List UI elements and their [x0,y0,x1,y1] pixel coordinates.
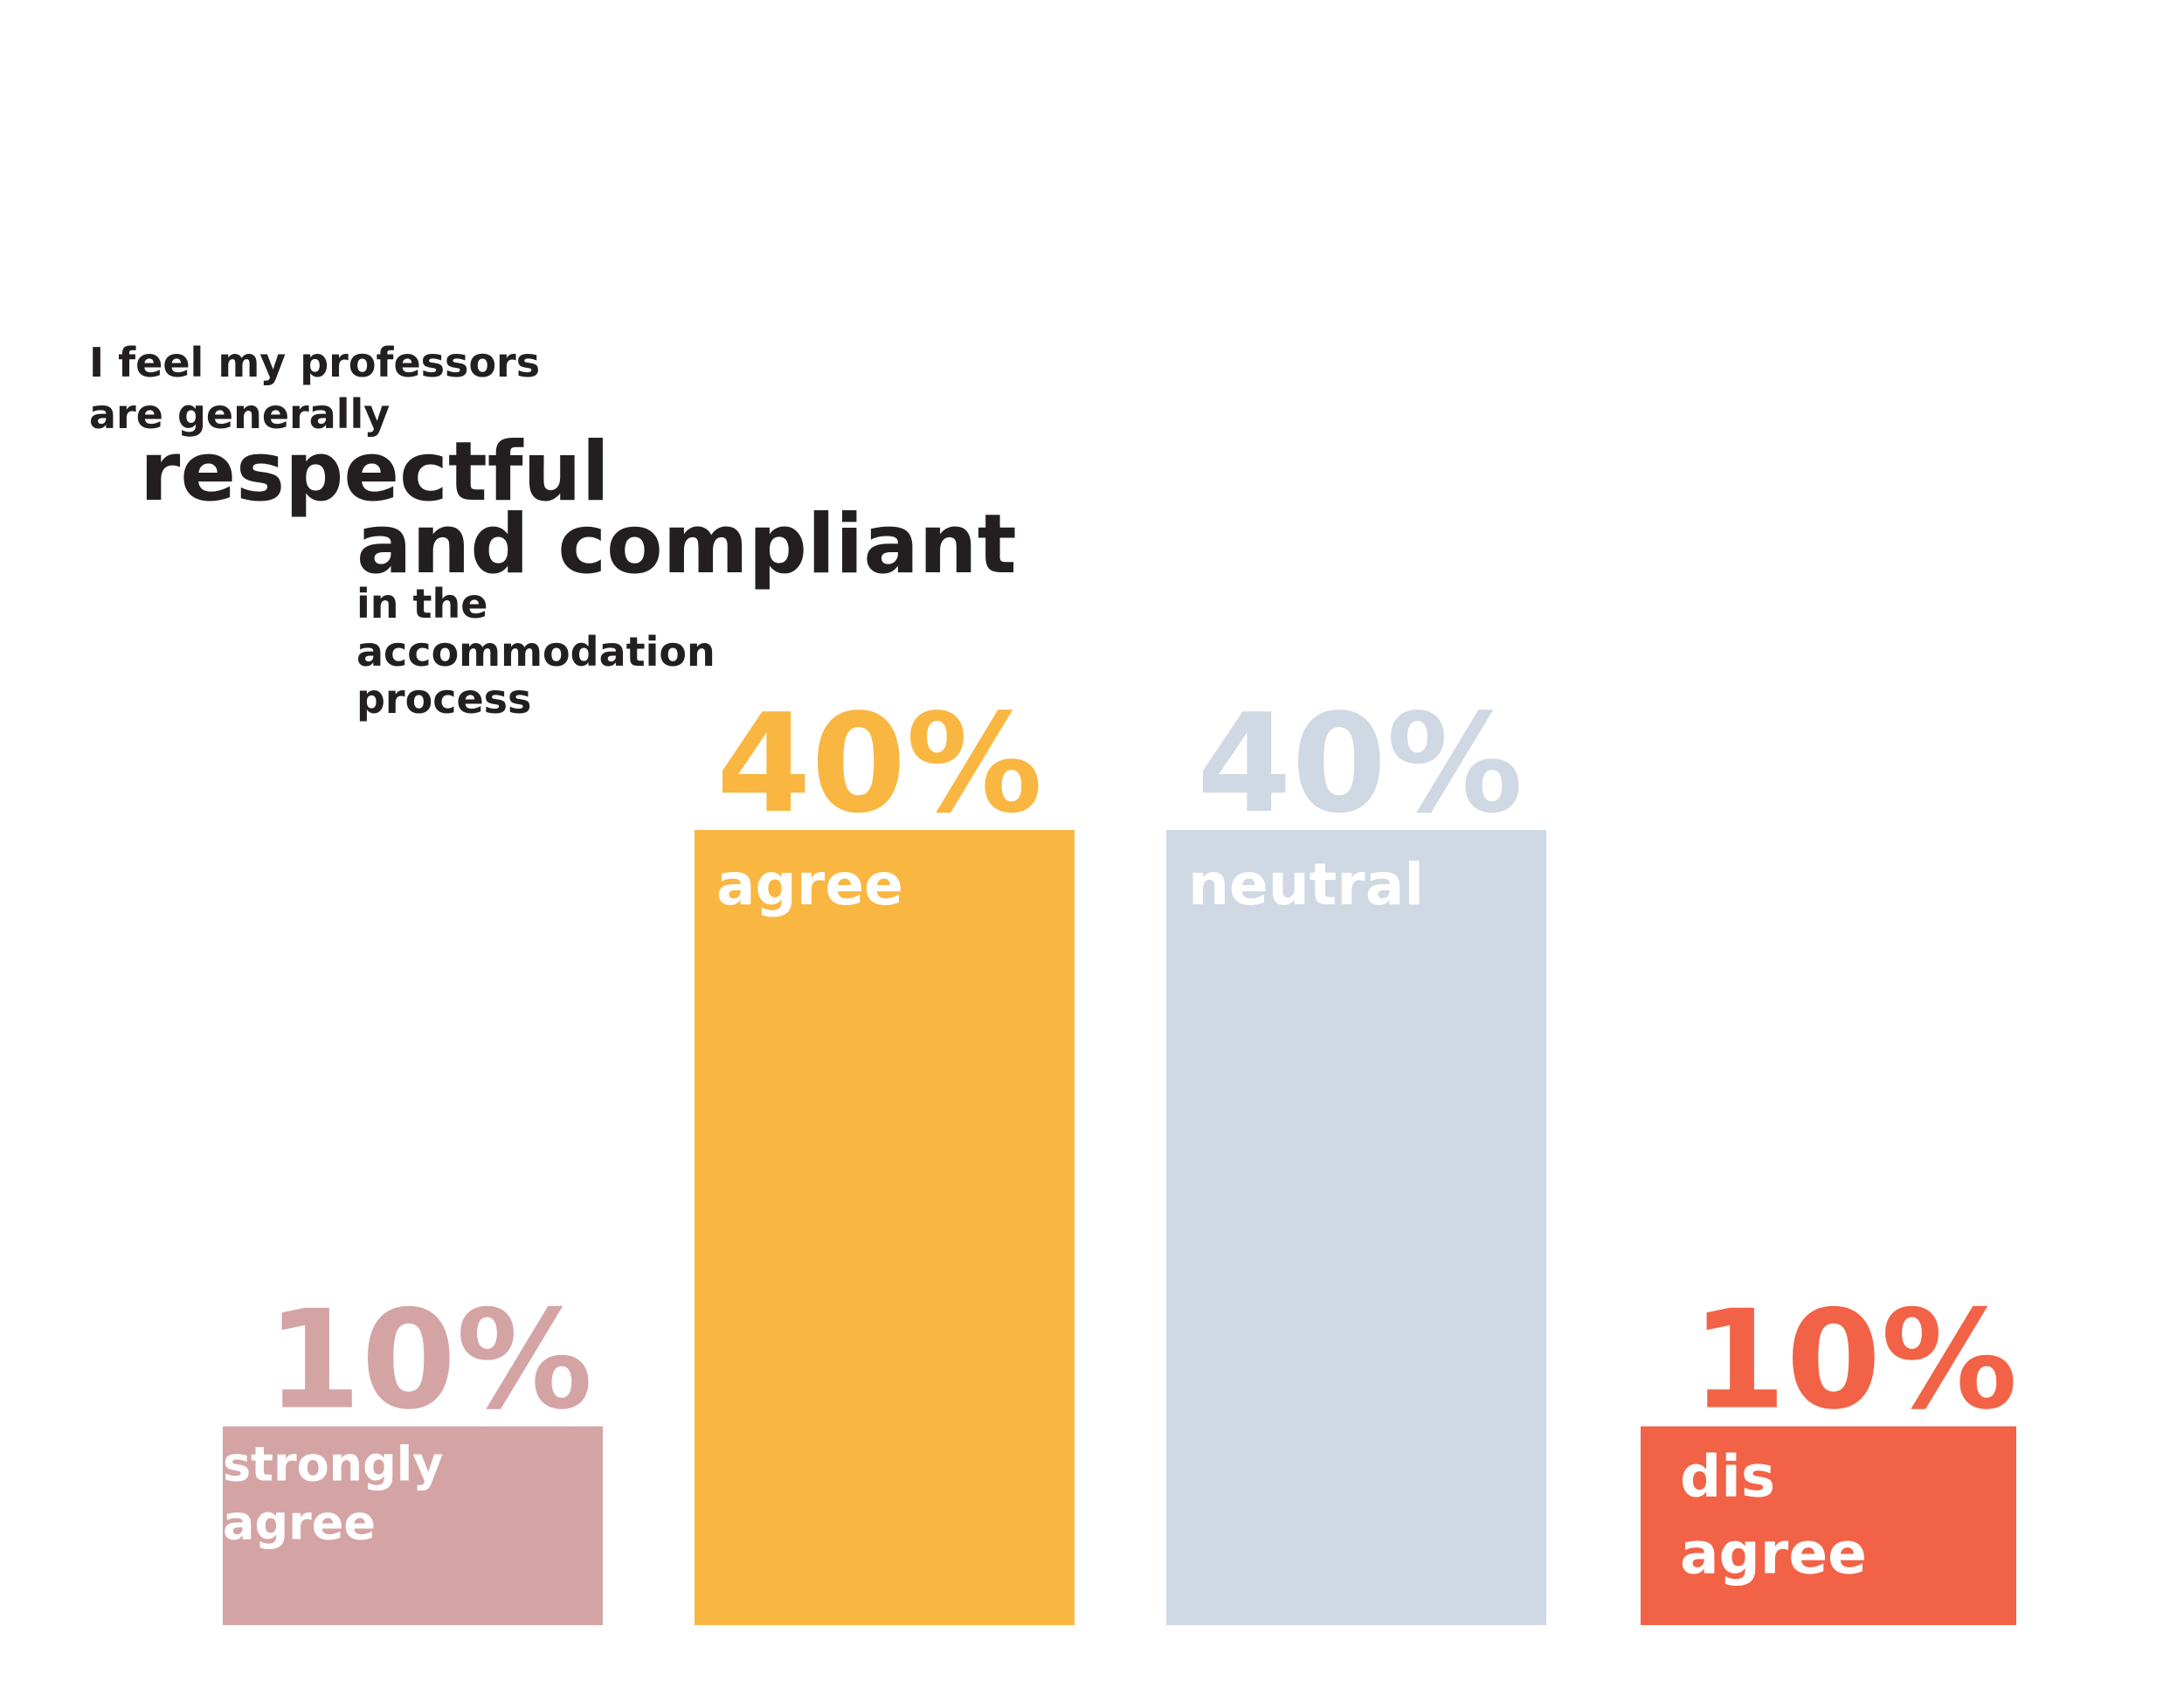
title-line-2: are generally [89,391,390,438]
category-label-agree-line-1: agree [716,851,903,918]
category-label-strongly-agree-line-2: agree [223,1496,376,1551]
value-label-agree: 40% [716,684,1042,843]
value-label-disagree: 10% [1691,1281,2017,1440]
chart-title: I feel my professors are generally respe… [89,339,1017,723]
title-line-7: process [356,675,531,723]
title-line-6: accommodation [356,628,715,675]
value-label-strongly-agree: 10% [266,1281,592,1440]
value-label-neutral: 40% [1197,684,1523,843]
bars: 10%stronglyagree40%agree40%neutral10%dis… [223,684,2017,1625]
category-label-disagree-line-2: agree [1680,1520,1867,1588]
title-line-5: in the [356,580,487,627]
title-line-1: I feel my professors [89,339,540,386]
bar-agree [695,830,1075,1625]
category-label-strongly-agree-line-1: strongly [223,1437,444,1492]
bar-disagree [1641,1426,2016,1625]
category-label-disagree-line-1: dis [1680,1443,1775,1511]
bar-strongly-agree [223,1426,603,1625]
category-label-neutral-line-1: neutral [1188,851,1424,918]
title-line-4: and compliant [356,497,1017,592]
title-line-3: respectful [140,425,610,520]
bar-neutral [1166,830,1546,1625]
